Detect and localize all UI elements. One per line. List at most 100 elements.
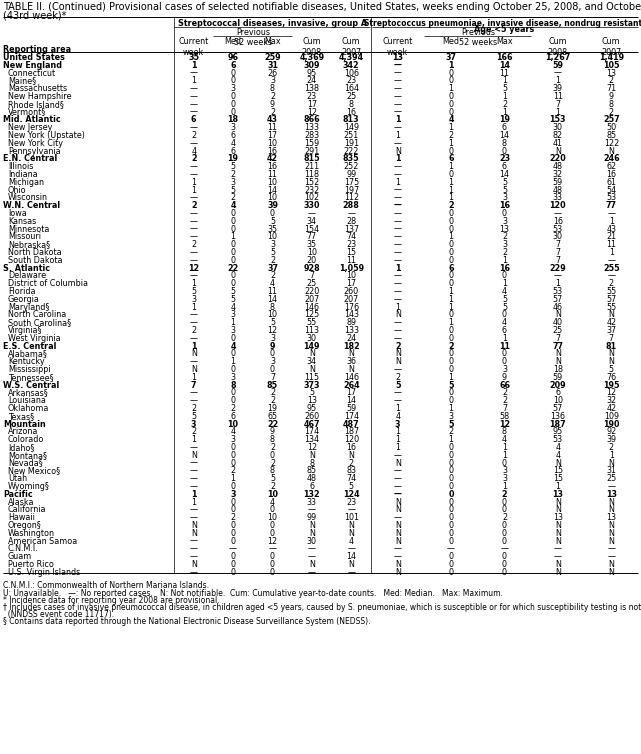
Text: 0: 0 — [231, 443, 236, 452]
Text: N: N — [395, 568, 401, 577]
Text: 1: 1 — [449, 435, 454, 444]
Text: 37: 37 — [445, 53, 456, 62]
Text: 59: 59 — [553, 61, 563, 70]
Text: 0: 0 — [502, 560, 507, 569]
Text: 209: 209 — [549, 381, 566, 390]
Text: 2: 2 — [448, 342, 454, 351]
Text: —: — — [190, 256, 197, 265]
Text: 2: 2 — [502, 232, 507, 241]
Text: 143: 143 — [344, 311, 359, 320]
Text: 1: 1 — [449, 318, 454, 327]
Text: 0: 0 — [231, 451, 236, 460]
Text: 42: 42 — [606, 404, 617, 413]
Text: —: — — [394, 326, 402, 335]
Text: Georgia: Georgia — [8, 295, 40, 304]
Text: 7: 7 — [555, 241, 560, 250]
Text: 76: 76 — [606, 372, 617, 382]
Text: 6: 6 — [231, 131, 236, 140]
Text: —: — — [394, 241, 402, 250]
Text: E.N. Central: E.N. Central — [3, 155, 57, 164]
Text: Arizona: Arizona — [8, 428, 38, 437]
Text: 92: 92 — [606, 428, 617, 437]
Text: 1: 1 — [231, 232, 236, 241]
Text: 2: 2 — [270, 396, 275, 405]
Text: —: — — [394, 287, 402, 296]
Text: Cum
2008: Cum 2008 — [302, 38, 322, 57]
Text: Iowa: Iowa — [8, 209, 27, 218]
Text: 10: 10 — [267, 178, 278, 187]
Text: 2: 2 — [231, 193, 236, 202]
Text: 0: 0 — [270, 552, 275, 561]
Text: —: — — [554, 544, 562, 553]
Text: 2: 2 — [502, 100, 507, 109]
Text: N: N — [395, 146, 401, 155]
Text: —: — — [394, 248, 402, 257]
Text: 46: 46 — [553, 302, 563, 311]
Text: Puerto Rico: Puerto Rico — [8, 560, 54, 569]
Text: 5: 5 — [502, 84, 507, 93]
Text: 19: 19 — [499, 115, 510, 124]
Text: 1: 1 — [609, 248, 614, 257]
Text: —: — — [554, 271, 562, 280]
Text: 83: 83 — [346, 467, 356, 476]
Text: 1: 1 — [609, 451, 614, 460]
Text: 12: 12 — [606, 388, 617, 397]
Text: Alaska: Alaska — [8, 498, 35, 507]
Text: 62: 62 — [606, 162, 617, 171]
Text: 34: 34 — [307, 357, 317, 366]
Text: 23: 23 — [346, 76, 356, 85]
Text: 0: 0 — [231, 271, 236, 280]
Text: 13: 13 — [606, 69, 616, 78]
Text: 1: 1 — [449, 162, 454, 171]
Text: 1: 1 — [395, 404, 400, 413]
Text: 9: 9 — [270, 100, 275, 109]
Text: N: N — [608, 560, 614, 569]
Text: North Carolina: North Carolina — [8, 311, 66, 320]
Text: 77: 77 — [606, 201, 617, 210]
Text: N: N — [555, 311, 561, 320]
Text: 487: 487 — [343, 419, 360, 428]
Text: —: — — [347, 568, 355, 577]
Text: 10: 10 — [346, 271, 356, 280]
Text: Wisconsin: Wisconsin — [8, 193, 48, 202]
Text: 16: 16 — [499, 264, 510, 273]
Text: 4: 4 — [448, 115, 454, 124]
Text: N: N — [395, 537, 401, 546]
Text: 10: 10 — [267, 232, 278, 241]
Text: —: — — [394, 61, 402, 70]
Text: 1: 1 — [502, 482, 507, 491]
Text: 13: 13 — [499, 225, 510, 234]
Text: —: — — [190, 209, 197, 218]
Text: South Carolina§: South Carolina§ — [8, 318, 71, 327]
Text: 6: 6 — [231, 412, 236, 421]
Text: 32: 32 — [606, 396, 617, 405]
Text: 16: 16 — [346, 108, 356, 117]
Text: 0: 0 — [449, 271, 454, 280]
Text: 6: 6 — [448, 264, 454, 273]
Text: 2: 2 — [349, 458, 354, 467]
Text: N: N — [348, 529, 354, 538]
Text: 17: 17 — [307, 100, 317, 109]
Text: 0: 0 — [231, 248, 236, 257]
Text: 260: 260 — [344, 287, 359, 296]
Text: 4: 4 — [555, 451, 560, 460]
Text: 0: 0 — [231, 108, 236, 117]
Text: 4: 4 — [502, 435, 507, 444]
Text: 2: 2 — [502, 513, 507, 523]
Text: —: — — [607, 256, 615, 265]
Text: 1: 1 — [191, 302, 196, 311]
Text: 1: 1 — [502, 108, 507, 117]
Text: 138: 138 — [304, 84, 319, 93]
Text: —: — — [394, 482, 402, 491]
Text: 133: 133 — [304, 123, 319, 132]
Text: 53: 53 — [553, 435, 563, 444]
Text: 0: 0 — [449, 241, 454, 250]
Text: —: — — [190, 443, 197, 452]
Text: 0: 0 — [449, 170, 454, 179]
Text: —: — — [394, 490, 402, 499]
Text: Nebraska§: Nebraska§ — [8, 241, 50, 250]
Text: 48: 48 — [553, 162, 563, 171]
Text: —: — — [190, 357, 197, 366]
Text: 4: 4 — [230, 342, 236, 351]
Text: 0: 0 — [231, 217, 236, 225]
